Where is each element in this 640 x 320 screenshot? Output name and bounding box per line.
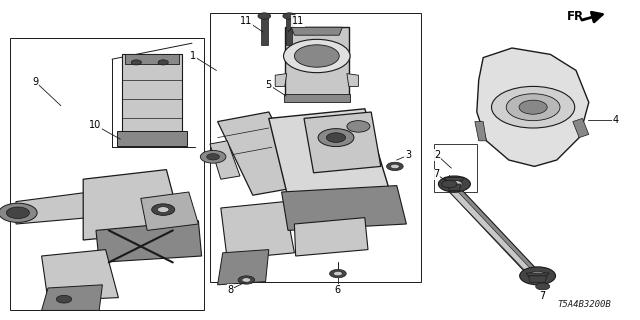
Circle shape [318, 129, 354, 147]
Polygon shape [282, 186, 406, 230]
Circle shape [506, 94, 560, 121]
Text: 1: 1 [190, 51, 196, 61]
Circle shape [442, 180, 457, 188]
Polygon shape [221, 202, 294, 259]
Text: 11: 11 [240, 16, 253, 26]
Polygon shape [83, 170, 182, 240]
Circle shape [242, 278, 251, 282]
Circle shape [333, 271, 342, 276]
Polygon shape [42, 250, 118, 301]
Circle shape [284, 39, 350, 73]
Text: 4: 4 [612, 115, 619, 125]
Polygon shape [125, 54, 179, 64]
Circle shape [200, 150, 226, 163]
Text: 9: 9 [32, 76, 38, 87]
Circle shape [56, 295, 72, 303]
Polygon shape [304, 112, 381, 173]
Polygon shape [96, 221, 202, 262]
Polygon shape [475, 122, 486, 141]
Circle shape [238, 276, 255, 284]
Circle shape [294, 45, 339, 67]
Circle shape [447, 180, 462, 188]
Polygon shape [16, 192, 90, 224]
Circle shape [152, 204, 175, 215]
Polygon shape [445, 178, 464, 181]
Text: 7: 7 [539, 291, 545, 301]
Polygon shape [218, 250, 269, 285]
Polygon shape [42, 285, 102, 310]
Polygon shape [347, 74, 358, 86]
Circle shape [390, 164, 399, 169]
Text: 5: 5 [266, 80, 272, 90]
Polygon shape [529, 276, 547, 282]
Polygon shape [269, 109, 397, 224]
Polygon shape [294, 218, 368, 256]
Circle shape [0, 203, 37, 222]
Polygon shape [218, 112, 307, 195]
Circle shape [347, 121, 370, 132]
Circle shape [326, 133, 346, 142]
Bar [10, 38, 204, 310]
Polygon shape [286, 16, 292, 45]
Polygon shape [448, 189, 541, 276]
Polygon shape [117, 131, 187, 146]
Polygon shape [284, 94, 350, 102]
Circle shape [258, 13, 271, 19]
Circle shape [283, 13, 296, 19]
Text: 3: 3 [405, 150, 412, 160]
Text: 8: 8 [227, 284, 234, 295]
Polygon shape [291, 27, 342, 35]
Circle shape [536, 283, 550, 290]
Bar [210, 13, 421, 282]
Circle shape [529, 271, 547, 280]
Text: FR.: FR. [566, 11, 588, 23]
Circle shape [6, 207, 29, 219]
Polygon shape [210, 141, 240, 179]
Circle shape [387, 162, 403, 171]
Polygon shape [141, 192, 198, 230]
Text: 7: 7 [433, 169, 440, 180]
Polygon shape [285, 27, 349, 99]
Text: T5A4B3200B: T5A4B3200B [557, 300, 611, 309]
Circle shape [438, 176, 470, 192]
Polygon shape [477, 48, 589, 166]
Circle shape [157, 207, 169, 212]
Polygon shape [451, 192, 538, 277]
Polygon shape [526, 273, 549, 276]
Text: 2: 2 [434, 150, 440, 160]
Text: 10: 10 [88, 120, 101, 130]
Polygon shape [275, 74, 287, 86]
Circle shape [158, 60, 168, 65]
Text: 6: 6 [335, 284, 341, 295]
Circle shape [131, 60, 141, 65]
Polygon shape [573, 118, 589, 138]
Polygon shape [261, 16, 268, 45]
Circle shape [207, 154, 220, 160]
Circle shape [519, 100, 547, 114]
Circle shape [330, 269, 346, 278]
Polygon shape [122, 54, 182, 134]
Circle shape [492, 86, 575, 128]
Circle shape [520, 267, 556, 285]
Polygon shape [448, 184, 461, 190]
Bar [434, 144, 477, 192]
Text: 11: 11 [292, 16, 305, 26]
